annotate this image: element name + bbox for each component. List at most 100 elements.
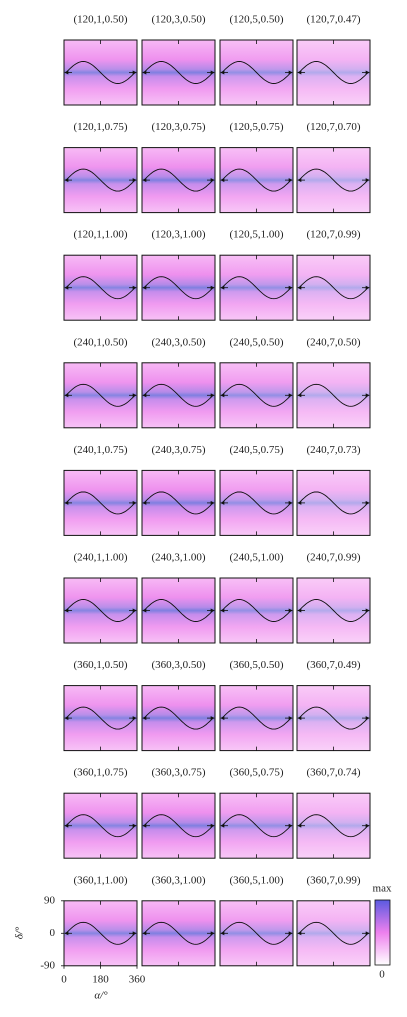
panel-title: (120,5,1.00) [229,229,283,241]
panel-frame [296,147,371,214]
panel-frame [219,792,294,859]
colorbar-min-label: 0 [379,969,385,981]
panel-frame [63,147,138,214]
y-tick-label: -90 [40,959,55,971]
sinusoid-curve [143,814,214,838]
sinusoid-curve [143,168,214,192]
sinusoid-curve [143,491,214,515]
panel-title: (240,7,0.99) [306,552,360,564]
panel-frame [141,254,216,321]
panel-title: (120,7,0.99) [306,229,360,241]
panel-frame [63,792,138,859]
panel-title: (120,1,1.00) [73,229,127,241]
panel-frame [296,469,371,536]
panel-frame [296,39,371,106]
panel-title: (360,7,0.99) [306,874,360,886]
sinusoid-curve [143,599,214,622]
panel-frame [141,147,216,214]
panel-title: (360,3,0.75) [151,767,205,779]
panel-title: (240,1,1.00) [73,552,127,564]
panel-title: (360,5,0.50) [229,659,283,671]
panel-frame [219,685,294,752]
panel-frame [296,577,371,644]
sinusoid-curve [221,814,292,838]
panel-frame [219,469,294,536]
panel-title: (240,7,0.50) [306,336,360,348]
panel-title: (360,7,0.74) [306,767,360,779]
sinusoid-curve [221,491,292,515]
panel-title: (120,7,0.70) [306,121,360,133]
colorbar [374,899,391,966]
sinusoid-curve [221,921,292,945]
sinusoid-curve [143,383,214,407]
panel-title: (240,1,0.75) [73,444,127,456]
panel-title: (360,1,0.75) [73,767,127,779]
panel-frame [63,39,138,106]
panel-frame [219,147,294,214]
sinusoid-curve [298,814,369,838]
sinusoid-curve [221,599,292,622]
panel-title: (240,5,1.00) [229,552,283,564]
sinusoid-curve [65,383,136,407]
panel-title: (360,1,1.00) [73,874,127,886]
sinusoid-curve [221,706,292,730]
sinusoid-curve [221,276,292,300]
x-tick-label: 180 [92,973,109,985]
panel-title: (240,5,0.75) [229,444,283,456]
panel-frame [63,577,138,644]
panel-title: (360,5,1.00) [229,874,283,886]
panel-title: (120,1,0.75) [73,121,127,133]
panel-frame [296,362,371,429]
panel-title: (240,3,0.50) [151,336,205,348]
panel-frame [141,792,216,859]
panel-frame [296,685,371,752]
sinusoid-curve [143,921,214,945]
sinusoid-curve [298,706,369,730]
panel-title: (120,7,0.47) [306,14,360,26]
sinusoid-curve [65,61,136,84]
sinusoid-curve [65,706,136,730]
panel-title: (240,7,0.73) [306,444,360,456]
panel-title: (120,1,0.50) [73,14,127,26]
panel-frame [141,362,216,429]
panel-title: (120,3,1.00) [151,229,205,241]
panel-title: (120,5,0.75) [229,121,283,133]
sinusoid-curve [65,276,136,300]
panel-frame [63,685,138,752]
sinusoid-curve [65,599,136,622]
panel-frame [219,900,294,967]
sinusoid-curve [298,599,369,622]
sinusoid-curve [298,276,369,300]
panel-title: (360,3,1.00) [151,874,205,886]
colorbar-max-label: max [373,883,392,895]
sinusoid-curve [65,921,136,945]
sinusoid-curve [65,168,136,192]
panel-title: (120,3,0.50) [151,14,205,26]
sinusoid-curve [298,168,369,192]
sinusoid-curve [298,491,369,515]
panel-title: (360,7,0.49) [306,659,360,671]
y-tick-label: 90 [44,894,56,906]
panel-frame [63,469,138,536]
sinusoid-curve [298,61,369,84]
panel-frame [219,254,294,321]
panel-title: (240,1,0.50) [73,336,127,348]
sinusoid-curve [143,706,214,730]
panel-frame [296,792,371,859]
panel-frame [296,900,371,967]
panel-frame [219,577,294,644]
panel-frame [141,577,216,644]
panel-title: (240,3,0.75) [151,444,205,456]
panel-frame [141,39,216,106]
panel-title: (360,5,0.75) [229,767,283,779]
panel-frame [219,39,294,106]
panel-frame [296,254,371,321]
sinusoid-curve [298,921,369,945]
panel-frame [63,254,138,321]
sinusoid-curve [65,491,136,515]
sinusoid-curve [298,383,369,407]
panel-frame [141,469,216,536]
sinusoid-curve [221,383,292,407]
panel-title: (360,3,0.50) [151,659,205,671]
